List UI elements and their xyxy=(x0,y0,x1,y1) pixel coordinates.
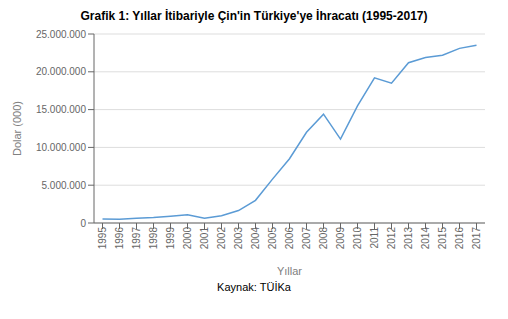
svg-text:1997: 1997 xyxy=(131,227,142,250)
svg-text:2005: 2005 xyxy=(267,227,278,250)
svg-text:2006: 2006 xyxy=(284,227,295,250)
svg-text:1996: 1996 xyxy=(114,227,125,250)
svg-text:2015: 2015 xyxy=(437,227,448,250)
html-text:Kaynak: TÜİKa: Kaynak: TÜİKa xyxy=(217,281,291,293)
svg-text:15.000.000: 15.000.000 xyxy=(36,104,86,115)
svg-text:2003: 2003 xyxy=(233,227,244,250)
svg-text:2009: 2009 xyxy=(335,227,346,250)
svg-text:20.000.000: 20.000.000 xyxy=(36,66,86,77)
svg-text:1995: 1995 xyxy=(97,227,108,250)
svg-text:2004: 2004 xyxy=(250,227,261,250)
html-text:Grafik 1: Yıllar İtibariyle Çi: Grafik 1: Yıllar İtibariyle Çin'in Türki… xyxy=(80,9,428,23)
svg-text:25.000.000: 25.000.000 xyxy=(36,29,86,40)
svg-text:2014: 2014 xyxy=(420,227,431,250)
svg-text:2010: 2010 xyxy=(352,227,363,250)
svg-text:1998: 1998 xyxy=(148,227,159,250)
svg-text:1999: 1999 xyxy=(165,227,176,250)
svg-text:5.000.000: 5.000.000 xyxy=(42,180,87,191)
svg-text:2001: 2001 xyxy=(199,227,210,250)
svg-text:Yıllar: Yıllar xyxy=(277,265,302,277)
svg-text:2008: 2008 xyxy=(318,227,329,250)
svg-text:2013: 2013 xyxy=(403,227,414,250)
svg-text:2000: 2000 xyxy=(182,227,193,250)
svg-text:2007: 2007 xyxy=(301,227,312,250)
svg-text:2011: 2011 xyxy=(369,227,380,249)
svg-text:2002: 2002 xyxy=(216,227,227,250)
svg-text:0: 0 xyxy=(80,218,86,229)
svg-text:2016: 2016 xyxy=(454,227,465,250)
svg-text:Dolar (000): Dolar (000) xyxy=(11,101,23,156)
svg-text:10.000.000: 10.000.000 xyxy=(36,142,86,153)
svg-text:2012: 2012 xyxy=(386,227,397,250)
svg-text:2017: 2017 xyxy=(471,227,482,250)
